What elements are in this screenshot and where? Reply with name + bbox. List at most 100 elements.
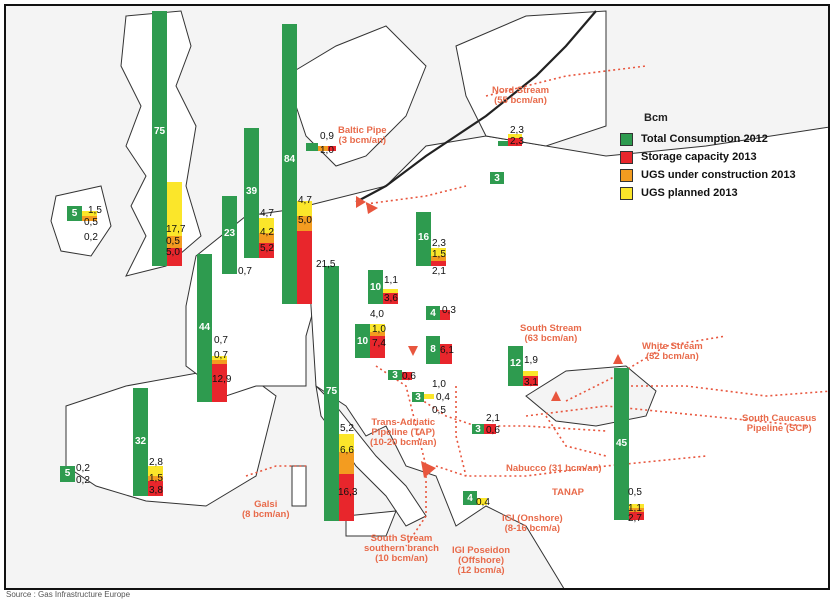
value-label: 0,5 xyxy=(166,236,180,247)
route-tanap: TANAP xyxy=(552,487,585,498)
value-label: 4,0 xyxy=(370,309,384,320)
value-label: 0,7 xyxy=(214,335,228,346)
consumption-uk: 75 xyxy=(153,126,166,137)
route-white-stream: White Stream (32 bcm/an) xyxy=(642,341,703,362)
route-igi-poseidon: IGI Poseidon (Offshore) (12 bcm/a) xyxy=(452,545,511,576)
value-label: 5,2 xyxy=(340,423,354,434)
legend-swatch xyxy=(620,168,633,182)
consumption-portugal: 5 xyxy=(64,468,71,479)
value-label: 1,1 xyxy=(628,503,642,514)
consumption-belgium: 23 xyxy=(223,228,236,239)
value-label: 1,9 xyxy=(524,355,538,366)
value-label: 0,4 xyxy=(436,392,450,403)
value-label: 17,7 xyxy=(166,224,186,235)
value-label: 3,6 xyxy=(384,293,398,304)
value-label: 5,0 xyxy=(166,247,180,258)
legend-label: UGS planned 2013 xyxy=(641,187,738,199)
value-label: 1,5 xyxy=(432,249,446,260)
route-galsi: Galsi (8 bcm/an) xyxy=(242,499,290,520)
value-label: 2,1 xyxy=(486,413,500,424)
consumption-italy: 75 xyxy=(325,386,338,397)
consumption-turkey: 45 xyxy=(615,438,628,449)
consumption-romania: 12 xyxy=(509,358,522,369)
value-label: 12,9 xyxy=(212,374,232,385)
value-label: 5,0 xyxy=(298,215,312,226)
consumption-spain: 32 xyxy=(134,436,147,447)
route-baltic-pipe: Baltic Pipe (3 bcm/an) xyxy=(338,125,387,146)
route-nabucco: Nabucco (31 bcm/an) xyxy=(506,463,602,474)
value-label: 4,2 xyxy=(260,227,274,238)
value-label: 0,6 xyxy=(402,371,416,382)
legend: Bcm Total Consumption 2012 Storage capac… xyxy=(620,112,820,202)
europe-map xyxy=(6,6,828,588)
value-label: 3,1 xyxy=(524,377,538,388)
legend-label: UGS under construction 2013 xyxy=(641,169,796,181)
route-tap: Trans-Adriatic Pipeline (TAP) (10-20 bcm… xyxy=(370,417,437,448)
value-label: 6,1 xyxy=(440,345,454,356)
route-nord-stream: Nord Stream (55 bcm/an) xyxy=(492,85,550,106)
consumption-lithuania: 3 xyxy=(494,173,500,184)
value-label: 7,4 xyxy=(372,338,386,349)
consumption-croatia: 3 xyxy=(392,370,398,381)
consumption-austria: 10 xyxy=(356,336,369,347)
value-label: 0,9 xyxy=(320,131,334,142)
value-label: 0,5 xyxy=(84,217,98,228)
consumption-bulgaria: 3 xyxy=(475,424,481,435)
value-label: 2,1 xyxy=(432,266,446,277)
value-label: 0,5 xyxy=(628,487,642,498)
legend-label: Storage capacity 2013 xyxy=(641,151,757,163)
value-label: 0,4 xyxy=(476,497,490,508)
value-label: 2,3 xyxy=(432,238,446,249)
consumption-germany: 84 xyxy=(283,154,296,165)
legend-swatch xyxy=(620,186,633,200)
value-label: 2,3 xyxy=(510,125,524,136)
value-label: 1,0 xyxy=(372,324,386,335)
legend-item: Total Consumption 2012 xyxy=(620,130,820,148)
route-scp: South Caucasus Pipeline (SCP) xyxy=(742,413,817,434)
legend-label: Total Consumption 2012 xyxy=(641,133,768,145)
value-label: 1,5 xyxy=(88,205,102,216)
route-igi-onshore: IGI (Onshore) (8-16 bcm/a) xyxy=(502,513,563,534)
value-label: 16,3 xyxy=(338,487,358,498)
value-label: 1,5 xyxy=(149,473,163,484)
consumption-czech: 10 xyxy=(369,282,382,293)
legend-item: UGS planned 2013 xyxy=(620,184,820,202)
value-label: 0,7 xyxy=(238,266,252,277)
route-south-stream: South Stream (63 bcm/an) xyxy=(520,323,582,344)
value-label: 1,0 xyxy=(320,145,334,156)
value-label: 0,6 xyxy=(486,425,500,436)
legend-swatch xyxy=(620,132,633,146)
legend-title: Bcm xyxy=(644,112,668,124)
source-note: Source : Gas Infrastructure Europe xyxy=(6,590,131,599)
value-label: 3,8 xyxy=(149,485,163,496)
value-label: 2,7 xyxy=(628,513,642,524)
value-label: 5,2 xyxy=(260,243,274,254)
consumption-slovakia: 4 xyxy=(430,308,436,319)
value-label: 2,3 xyxy=(510,136,524,147)
value-label: 0,2 xyxy=(84,232,98,243)
value-label: 1,0 xyxy=(432,379,446,390)
legend-swatch xyxy=(620,150,633,164)
value-label: 0,5 xyxy=(432,405,446,416)
value-label: 0,2 xyxy=(76,463,90,474)
legend-item: Storage capacity 2013 xyxy=(620,148,820,166)
route-south-stream-southern: South Stream southern branch (10 bcm/an) xyxy=(364,533,439,564)
consumption-poland: 16 xyxy=(417,232,430,243)
consumption-hungary: 8 xyxy=(430,344,436,355)
consumption-france: 44 xyxy=(198,322,211,333)
value-label: 6,6 xyxy=(340,445,354,456)
value-label: 4,7 xyxy=(298,195,312,206)
value-label: 21,5 xyxy=(316,259,336,270)
value-label: 0,2 xyxy=(76,475,90,486)
value-label: 2,8 xyxy=(149,457,163,468)
value-label: 0,3 xyxy=(442,305,456,316)
value-label: 4,7 xyxy=(260,208,274,219)
map-frame: 75 5 44 23 39 84 75 32 5 16 10 10 4 8 3 … xyxy=(4,4,830,590)
value-label: 1,1 xyxy=(384,275,398,286)
consumption-ireland: 5 xyxy=(71,208,78,219)
legend-item: UGS under construction 2013 xyxy=(620,166,820,184)
value-label: 0,7 xyxy=(214,350,228,361)
consumption-serbia: 3 xyxy=(415,392,421,403)
consumption-greece: 4 xyxy=(467,493,473,504)
consumption-netherlands: 39 xyxy=(245,186,258,197)
